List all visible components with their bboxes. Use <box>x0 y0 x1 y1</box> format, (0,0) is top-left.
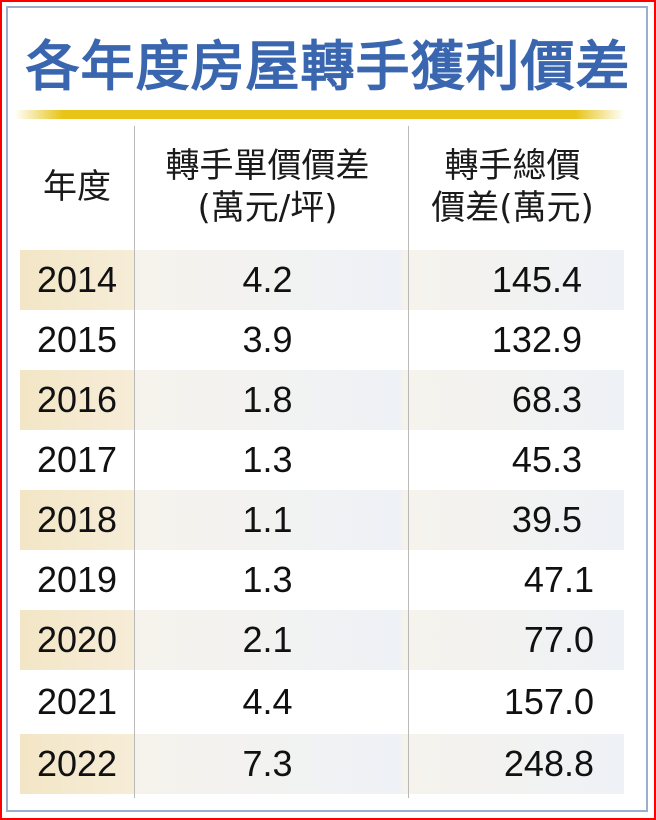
cell-unit: 2.1 <box>134 610 401 670</box>
cell-unit: 4.4 <box>242 681 293 722</box>
cell-total-value: 145.4 <box>491 259 582 300</box>
cell-year: 2019 <box>36 559 118 600</box>
cell-unit: 1.3 <box>242 439 293 480</box>
cell-total: 39.5 <box>401 490 624 550</box>
cell-year: 2016 <box>20 370 134 430</box>
header-unit-price-diff: 轉手單價價差 (萬元/坪) <box>134 126 401 248</box>
cell-unit: 4.2 <box>134 250 401 310</box>
cell-year: 2017 <box>36 439 118 480</box>
page-title: 各年度房屋轉手獲利價差 <box>25 35 631 98</box>
table-row: 2014 4.2 145.4 <box>20 250 624 310</box>
cell-total-value: 68.3 <box>511 379 582 420</box>
table-row: 2021 4.4 157.0 <box>20 672 624 732</box>
table-row: 2020 2.1 77.0 <box>20 610 624 670</box>
cell-total-value: 132.9 <box>491 319 582 360</box>
cell-total: 47.1 <box>401 550 624 610</box>
cell-total-value: 47.1 <box>523 559 594 600</box>
header-unit-line1: 轉手單價價差 <box>165 146 370 186</box>
cell-total-value: 157.0 <box>503 681 594 722</box>
table-row: 2019 1.3 47.1 <box>20 550 624 610</box>
table-row: 2015 3.9 132.9 <box>20 310 624 370</box>
header-total-line2: 價差(萬元) <box>431 188 594 228</box>
cell-unit: 3.9 <box>242 319 293 360</box>
cell-unit: 7.3 <box>134 734 401 794</box>
table-row: 2022 7.3 248.8 <box>20 734 624 794</box>
cell-unit: 1.3 <box>242 559 293 600</box>
gold-divider <box>14 110 624 119</box>
cell-year: 2018 <box>20 490 134 550</box>
column-divider <box>134 126 135 798</box>
header-year-label: 年度 <box>43 167 111 207</box>
cell-year: 2015 <box>36 319 118 360</box>
cell-total-value: 39.5 <box>511 499 582 540</box>
cell-total-value: 77.0 <box>523 619 594 660</box>
cell-total-value: 248.8 <box>503 743 594 784</box>
cell-unit: 1.8 <box>134 370 401 430</box>
cell-year: 2014 <box>20 250 134 310</box>
cell-total: 68.3 <box>401 370 624 430</box>
table-row: 2017 1.3 45.3 <box>20 430 624 490</box>
cell-total: 77.0 <box>401 610 624 670</box>
header-unit-line2: (萬元/坪) <box>197 188 338 228</box>
cell-total: 132.9 <box>401 310 624 370</box>
cell-total: 248.8 <box>401 734 624 794</box>
cell-unit: 1.1 <box>134 490 401 550</box>
cell-total: 45.3 <box>401 430 624 490</box>
cell-year: 2020 <box>20 610 134 670</box>
table-row: 2016 1.8 68.3 <box>20 370 624 430</box>
cell-total-value: 45.3 <box>511 439 582 480</box>
header-total-line1: 轉手總價 <box>444 146 581 186</box>
cell-year: 2022 <box>20 734 134 794</box>
cell-total: 157.0 <box>401 672 624 732</box>
cell-year: 2021 <box>36 681 118 722</box>
header-year: 年度 <box>20 126 134 248</box>
column-divider <box>408 126 409 798</box>
header-total-price-diff: 轉手總價 價差(萬元) <box>401 126 624 248</box>
table-row: 2018 1.1 39.5 <box>20 490 624 550</box>
cell-total: 145.4 <box>401 250 624 310</box>
